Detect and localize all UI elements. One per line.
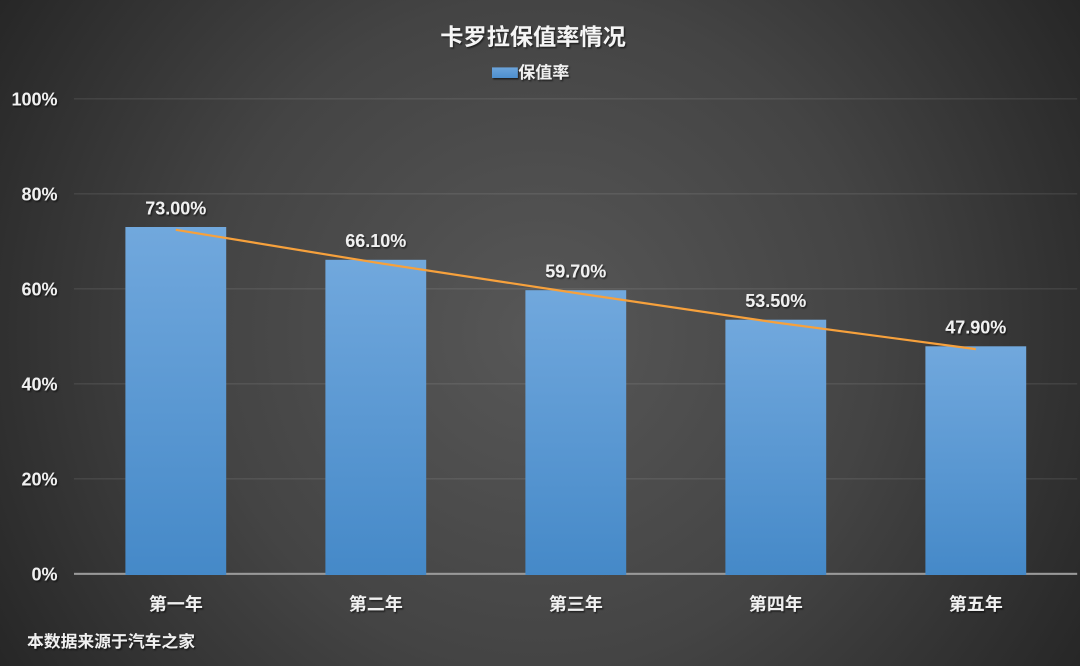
svg-text:0%: 0% — [31, 564, 57, 584]
svg-text:100%: 100% — [11, 89, 57, 109]
svg-text:59.70%: 59.70% — [545, 262, 606, 282]
svg-text:80%: 80% — [21, 184, 57, 204]
svg-text:40%: 40% — [21, 374, 57, 394]
svg-text:73.00%: 73.00% — [145, 198, 206, 218]
svg-text:47.90%: 47.90% — [945, 318, 1006, 338]
svg-text:53.50%: 53.50% — [745, 291, 806, 311]
svg-text:20%: 20% — [21, 469, 57, 489]
svg-text:60%: 60% — [21, 279, 57, 299]
svg-text:66.10%: 66.10% — [345, 231, 406, 251]
